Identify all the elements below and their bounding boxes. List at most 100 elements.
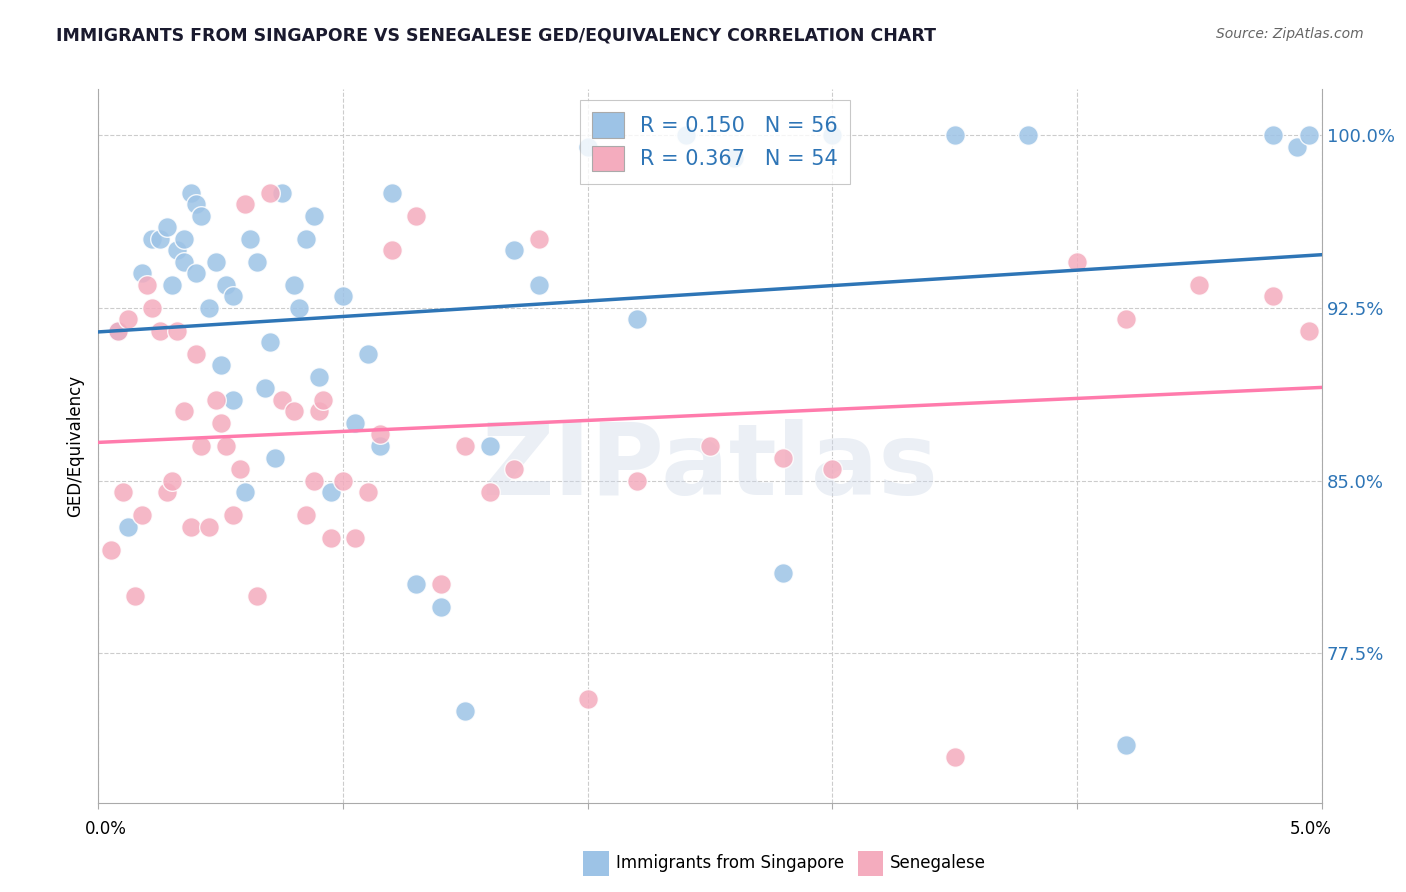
Point (302, 209, 325, 223)
Point (308, 404, 330, 418)
Point (356, 347, 378, 361)
Point (173, 404, 195, 418)
Point (356, 485, 378, 500)
Point (107, 324, 129, 338)
Point (576, 692, 599, 706)
Point (405, 209, 427, 223)
Text: ZIPatlas: ZIPatlas (482, 419, 938, 516)
Text: IMMIGRANTS FROM SINGAPORE VS SENEGALESE GED/EQUIVALENCY CORRELATION CHART: IMMIGRANTS FROM SINGAPORE VS SENEGALESE … (56, 27, 936, 45)
Point (503, 244, 526, 258)
Point (205, 255, 228, 269)
Point (233, 485, 256, 500)
Point (160, 277, 183, 292)
Point (222, 289, 245, 303)
Point (233, 197, 256, 211)
Point (229, 462, 252, 476)
Point (332, 289, 354, 303)
Point (222, 508, 245, 522)
Point (173, 232, 195, 246)
Point (190, 209, 212, 223)
Point (723, 151, 745, 165)
Point (246, 589, 269, 603)
Point (344, 416, 367, 430)
Point (180, 186, 202, 200)
Point (430, 577, 453, 591)
Point (772, 450, 794, 465)
Point (368, 427, 391, 442)
Point (295, 508, 318, 522)
Point (1298, 324, 1320, 338)
Point (319, 485, 342, 500)
Point (214, 439, 236, 453)
Point (259, 186, 281, 200)
Point (173, 255, 195, 269)
Point (454, 704, 477, 718)
Point (166, 244, 188, 258)
Point (821, 128, 844, 143)
Point (117, 312, 139, 326)
Text: 0.0%: 0.0% (84, 820, 127, 838)
Point (527, 277, 550, 292)
Point (131, 266, 153, 280)
Point (344, 531, 367, 545)
Point (1261, 128, 1284, 143)
Point (259, 335, 281, 350)
Point (186, 197, 208, 211)
Point (332, 474, 354, 488)
Point (136, 277, 159, 292)
Point (1115, 738, 1137, 752)
Point (1115, 312, 1137, 326)
Point (149, 232, 172, 246)
Point (100, 542, 122, 557)
Point (111, 485, 134, 500)
Point (527, 232, 550, 246)
Point (246, 255, 269, 269)
Text: Senegalese: Senegalese (890, 855, 986, 872)
Point (107, 324, 129, 338)
Point (454, 439, 477, 453)
Y-axis label: GED/Equivalency: GED/Equivalency (66, 375, 84, 517)
Point (1066, 255, 1088, 269)
Point (772, 566, 794, 580)
Point (141, 232, 163, 246)
Point (478, 485, 501, 500)
Point (430, 600, 453, 615)
Point (141, 301, 163, 315)
Point (675, 128, 697, 143)
Point (209, 359, 232, 373)
Point (197, 519, 219, 533)
Point (943, 128, 966, 143)
Point (253, 381, 276, 395)
Point (283, 277, 305, 292)
Point (180, 519, 202, 533)
Point (283, 404, 305, 418)
Point (368, 439, 391, 453)
Point (160, 474, 183, 488)
Point (302, 474, 325, 488)
Point (205, 392, 228, 407)
Point (156, 220, 179, 235)
Point (263, 450, 285, 465)
Point (626, 312, 648, 326)
Point (222, 392, 245, 407)
Text: Immigrants from Singapore: Immigrants from Singapore (616, 855, 844, 872)
Point (156, 485, 179, 500)
Point (699, 439, 721, 453)
Point (209, 416, 232, 430)
Point (821, 462, 844, 476)
Point (1261, 289, 1284, 303)
Point (117, 519, 139, 533)
Point (1017, 128, 1039, 143)
Point (1298, 128, 1320, 143)
Point (626, 474, 648, 488)
Point (312, 392, 335, 407)
Legend: R = 0.150   N = 56, R = 0.367   N = 54: R = 0.150 N = 56, R = 0.367 N = 54 (579, 100, 851, 184)
Point (943, 749, 966, 764)
Point (478, 439, 501, 453)
Point (166, 324, 188, 338)
Point (308, 370, 330, 384)
Point (405, 577, 427, 591)
Point (288, 301, 311, 315)
Point (270, 392, 294, 407)
Text: Source: ZipAtlas.com: Source: ZipAtlas.com (1216, 27, 1364, 41)
